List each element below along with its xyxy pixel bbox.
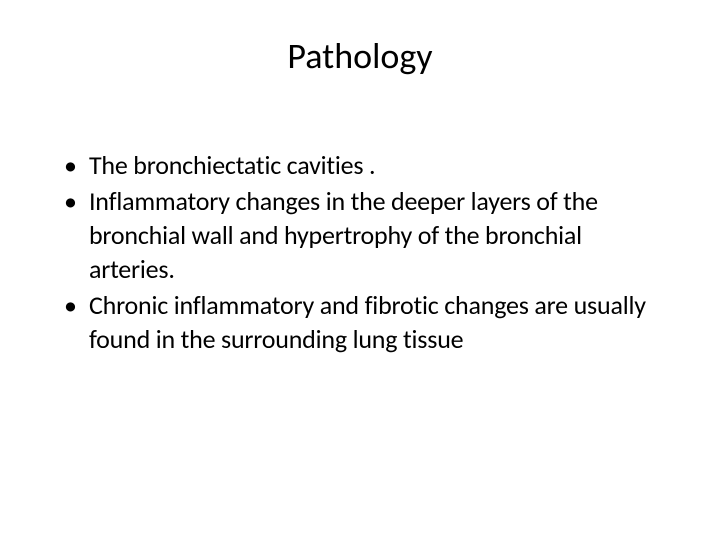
slide-title: Pathology xyxy=(50,34,670,78)
bullet-marker-icon: • xyxy=(64,184,77,218)
bullet-marker-icon: • xyxy=(64,148,77,182)
bullet-item: • Inflammatory changes in the deeper lay… xyxy=(64,184,670,286)
bullet-marker-icon: • xyxy=(64,288,77,322)
bullet-text: Chronic inflammatory and fibrotic change… xyxy=(89,288,670,356)
bullet-text: The bronchiectatic cavities . xyxy=(89,148,375,182)
bullet-item: • The bronchiectatic cavities . xyxy=(64,148,670,182)
slide-container: Pathology • The bronchiectatic cavities … xyxy=(0,0,720,540)
slide-content: • The bronchiectatic cavities . • Inflam… xyxy=(50,148,670,356)
bullet-item: • Chronic inflammatory and fibrotic chan… xyxy=(64,288,670,356)
bullet-text: Inflammatory changes in the deeper layer… xyxy=(89,184,670,286)
